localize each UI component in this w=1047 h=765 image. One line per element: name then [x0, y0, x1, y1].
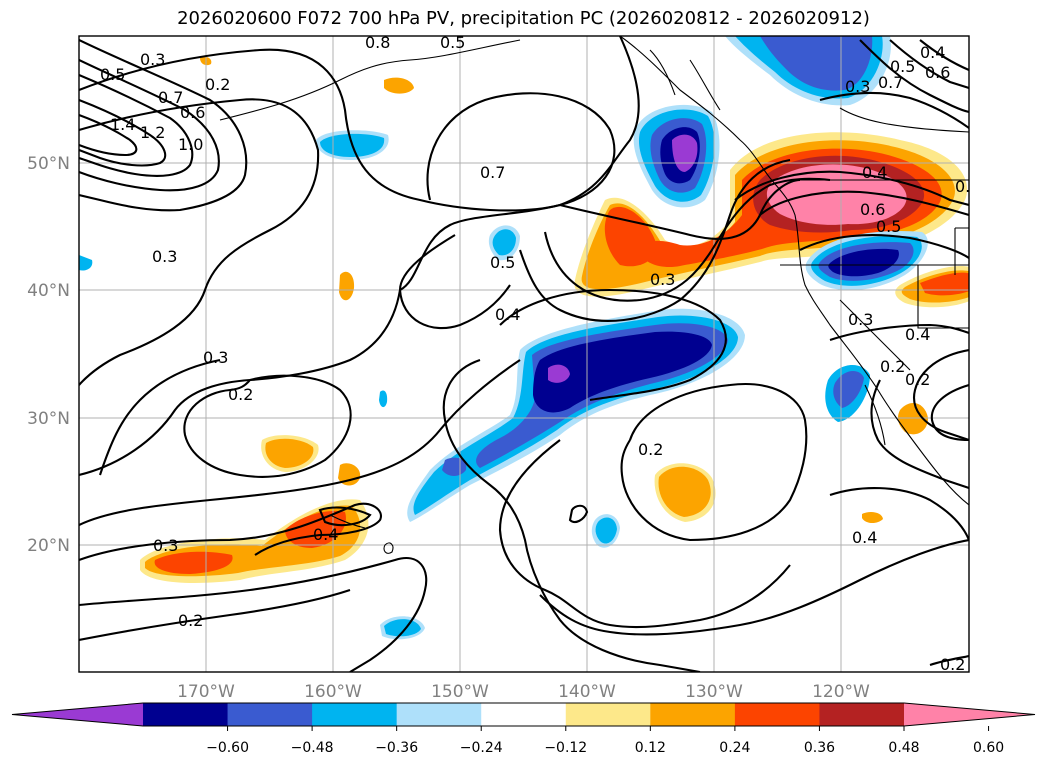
- contour-label: 0.2: [880, 357, 905, 376]
- contour-label: 0.5: [876, 217, 901, 236]
- contour-label: 0.3: [955, 177, 980, 196]
- colorbar-tick-label: 0.12: [635, 740, 666, 756]
- colorbar-swatch: [312, 703, 398, 726]
- lon-tick-label: 160°W: [304, 682, 362, 702]
- colorbar-tick-label: −0.36: [375, 740, 418, 756]
- colorbar-tick-label: 0.24: [719, 740, 750, 756]
- contour-label: 0.3: [845, 77, 870, 96]
- contour-label: 0.3: [848, 310, 873, 329]
- colorbar-tick-label: 0.36: [804, 740, 835, 756]
- lon-tick-label: 130°W: [685, 682, 743, 702]
- contour-label: 0.7: [878, 73, 903, 92]
- contour-label: 0.5: [100, 65, 125, 84]
- colorbar-swatch: [227, 703, 313, 726]
- lon-tick-label: 150°W: [431, 682, 489, 702]
- colorbar-swatch: [565, 703, 651, 726]
- colorbar-swatch: [904, 703, 1035, 726]
- contour-label: 0.4: [862, 163, 887, 182]
- contour-label: 0.4: [905, 325, 930, 344]
- map-area: 0.3 0.2 0.5 0.7 0.6 1.4 1.2 1.0 0.8 0.7 …: [79, 33, 980, 674]
- contour-label: 0.5: [490, 253, 515, 272]
- pv-contours: [79, 36, 969, 672]
- contour-label: 0.6: [180, 103, 205, 122]
- contour-label: 0.4: [313, 525, 338, 544]
- contour-label: 0.6: [860, 200, 885, 219]
- contour-label: 0.5: [890, 57, 915, 76]
- contour-label: 1.4: [110, 115, 135, 134]
- contour-label: 0.7: [480, 163, 505, 182]
- contour-label: 0.2: [228, 385, 253, 404]
- contour-label: 1.2: [140, 123, 165, 142]
- contour-label: 0.5: [440, 33, 465, 52]
- colorbar-swatch: [734, 703, 820, 726]
- colorbar-swatch: [396, 703, 482, 726]
- contour-label: 0.8: [365, 33, 390, 52]
- colorbar-tick-label: −0.12: [544, 740, 587, 756]
- lat-tick-label: 40°N: [27, 281, 70, 301]
- contour-label: 0.2: [178, 611, 203, 630]
- graticule: [79, 36, 969, 672]
- contour-label: 0.3: [152, 247, 177, 266]
- contour-label: 0.3: [650, 270, 675, 289]
- colorbar-tick-label: −0.60: [206, 740, 249, 756]
- precip-positive-anomalies: [140, 56, 969, 583]
- contour-label: 0.7: [158, 88, 183, 107]
- colorbar-swatch: [12, 703, 143, 726]
- colorbar-outline: [11, 702, 1036, 727]
- longitude-ticks: 170°W 160°W 150°W 140°W 130°W 120°W: [177, 682, 870, 702]
- latitude-ticks: 50°N 40°N 30°N 20°N: [27, 154, 70, 556]
- map-title: 2026020600 F072 700 hPa PV, precipitatio…: [177, 8, 870, 29]
- colorbar-swatch: [481, 703, 567, 726]
- contour-label: 0.3: [153, 536, 178, 555]
- lon-tick-label: 170°W: [177, 682, 235, 702]
- lon-tick-label: 140°W: [558, 682, 616, 702]
- colorbar-tick-label: −0.48: [291, 740, 334, 756]
- contour-label: 0.2: [205, 75, 230, 94]
- contour-labels: 0.3 0.2 0.5 0.7 0.6 1.4 1.2 1.0 0.8 0.7 …: [100, 33, 980, 674]
- contour-label: 0.6: [925, 63, 950, 82]
- colorbar-ticks: −0.60 −0.48 −0.36 −0.24 −0.12 0.12 0.24 …: [206, 740, 1004, 756]
- map-frame: [78, 35, 970, 673]
- contour-label: 1.0: [178, 135, 203, 154]
- contour-label: 0.4: [852, 528, 877, 547]
- colorbar-swatch: [650, 703, 736, 726]
- lat-tick-label: 50°N: [27, 154, 70, 174]
- lat-tick-label: 30°N: [27, 409, 70, 429]
- contour-label: 0.2: [638, 440, 663, 459]
- contour-label: 0.3: [140, 50, 165, 69]
- contour-label: 0.2: [905, 370, 930, 389]
- contour-label: 0.3: [203, 348, 228, 367]
- colorbar-swatches: [11, 702, 1036, 731]
- colorbar-swatch: [143, 703, 229, 726]
- colorbar-tick-label: −0.24: [460, 740, 503, 756]
- colorbar-tick-label: 0.48: [888, 740, 919, 756]
- colorbar-swatch: [819, 703, 905, 726]
- contour-label: 0.2: [940, 655, 965, 674]
- contour-label: 0.4: [920, 43, 945, 62]
- lat-tick-label: 20°N: [27, 536, 70, 556]
- lon-tick-label: 120°W: [812, 682, 870, 702]
- colorbar-tick-label: 0.60: [973, 740, 1004, 756]
- contour-label: 0.4: [495, 305, 520, 324]
- precip-negative-anomalies: [79, 36, 928, 640]
